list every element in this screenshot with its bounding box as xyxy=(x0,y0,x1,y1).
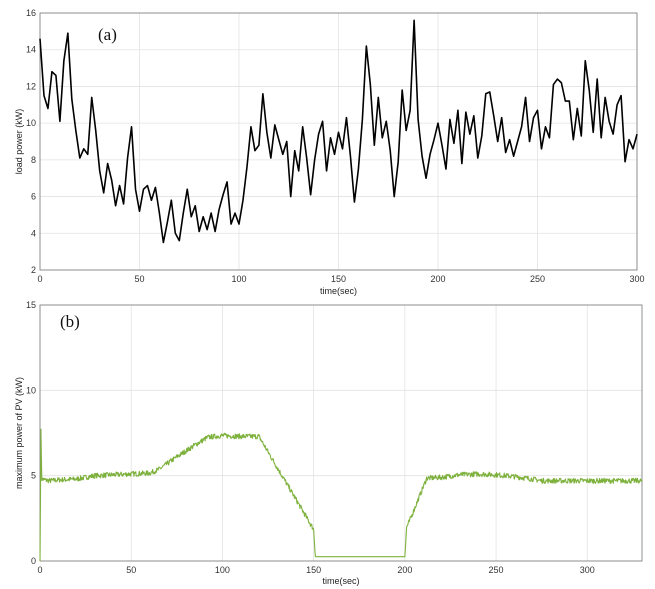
x-tick-label: 200 xyxy=(397,565,412,575)
x-tick-label: 200 xyxy=(430,274,445,284)
y-tick-label: 12 xyxy=(26,81,36,91)
y-tick-label: 2 xyxy=(31,265,36,275)
y-tick-label: 5 xyxy=(31,471,36,481)
y-tick-label: 6 xyxy=(31,192,36,202)
x-tick-label: 300 xyxy=(629,274,644,284)
y-tick-label: 8 xyxy=(31,155,36,165)
plot-frame xyxy=(39,12,638,271)
x-tick-label: 50 xyxy=(134,274,144,284)
x-tick-label: 0 xyxy=(37,565,42,575)
x-tick-label: 150 xyxy=(331,274,346,284)
y-tick-label: 0 xyxy=(31,556,36,566)
panel-label: (a) xyxy=(98,25,117,44)
load-power-chart: 0 50 100 150 200 250 300 2 4 6 8 10 12 14 16 time(sec) l… xyxy=(14,8,645,296)
series-line-a xyxy=(39,19,638,244)
y-tick-label: 15 xyxy=(26,300,36,310)
y-tick-label: 4 xyxy=(31,228,36,238)
x-tick-label: 100 xyxy=(215,565,230,575)
x-tick-label: 50 xyxy=(126,565,136,575)
x-tick-label: 250 xyxy=(530,274,545,284)
y-tick-label: 16 xyxy=(26,8,36,18)
y-tick-label: 10 xyxy=(26,118,36,128)
plot-frame xyxy=(39,304,643,562)
x-axis-label: time(sec) xyxy=(320,286,357,296)
x-tick-label: 300 xyxy=(580,565,595,575)
x-tick-label: 0 xyxy=(37,274,42,284)
x-tick-label: 100 xyxy=(231,274,246,284)
x-axis-label: time(sec) xyxy=(322,576,359,586)
series-line-b xyxy=(39,428,643,562)
panel-label: (b) xyxy=(60,312,80,331)
y-tick-label: 14 xyxy=(26,45,36,55)
y-axis-label: maximum power of PV (kW) xyxy=(14,377,24,489)
pv-power-chart: 0 50 100 150 200 250 300 0 5 10 15 time(sec) maximum… xyxy=(14,300,643,586)
y-tick-label: 10 xyxy=(26,385,36,395)
y-axis-label: load power (kW) xyxy=(14,109,24,175)
x-tick-label: 250 xyxy=(489,565,504,575)
x-tick-label: 150 xyxy=(306,565,321,575)
